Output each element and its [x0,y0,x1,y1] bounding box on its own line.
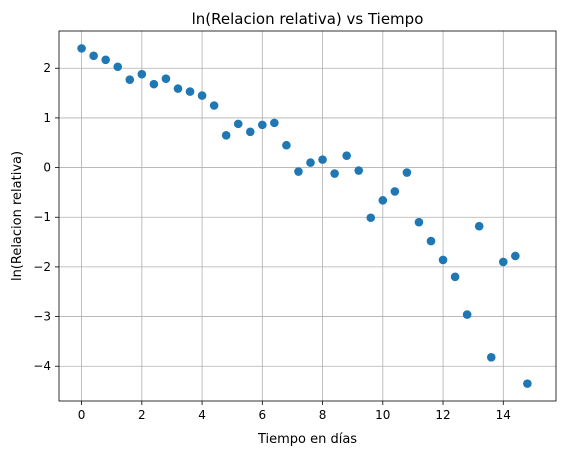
data-point [342,151,351,160]
data-point [101,55,110,65]
y-axis-label: ln(Relacion relativa) [10,151,25,281]
y-tick-label: 1 [43,111,51,125]
y-tick-label: −1 [33,210,51,224]
data-point [197,91,207,100]
x-tick-label: 14 [496,408,511,422]
data-point [438,255,448,265]
x-tick-label: 12 [435,408,450,422]
y-tick-label: −3 [33,310,51,324]
data-point [378,196,388,205]
data-point [330,169,339,178]
data-point [523,379,532,388]
x-tick-label: 6 [258,408,266,422]
plot-area [59,31,556,401]
data-point [209,101,219,110]
data-point [402,168,412,177]
data-point [294,167,303,176]
data-point [125,75,135,84]
data-point [354,166,364,175]
y-tick-label: −4 [33,359,51,373]
x-axis-ticks: 0 2 4 6 8 10 12 14 [78,401,511,422]
data-point [306,158,315,167]
data-point [511,251,520,261]
data-point [426,236,436,246]
y-tick-label: 2 [43,61,51,75]
data-point [414,217,424,227]
data-point [366,213,376,223]
data-point [185,87,195,96]
data-point [245,127,255,137]
data-point [270,118,279,128]
data-point [462,310,472,319]
x-tick-label: 8 [319,408,327,422]
data-point [77,44,86,53]
y-tick-label: −2 [33,260,51,274]
data-point [486,352,496,362]
x-tick-label: 10 [375,408,390,422]
x-tick-label: 0 [78,408,86,422]
data-point [149,79,159,89]
data-point [390,187,400,196]
data-point [318,155,327,164]
data-point [89,51,98,61]
y-axis-ticks: 2 1 0 −1 −2 −3 −4 [33,61,59,373]
data-point [173,84,183,93]
y-tick-label: 0 [43,161,51,175]
data-points [77,44,532,388]
data-point [474,221,484,231]
data-point [221,130,231,140]
data-point [258,120,267,130]
data-point [113,62,123,72]
data-point [137,69,147,79]
data-point [161,74,171,83]
x-tick-label: 2 [138,408,146,422]
plot-frame [58,30,557,402]
x-tick-label: 4 [198,408,206,422]
x-axis-label: Tiempo en días [257,432,357,447]
data-point [498,257,508,267]
chart-title: ln(Relacion relativa) vs Tiempo [192,10,424,28]
data-point [450,272,460,282]
data-point [282,140,291,150]
data-point [233,119,243,129]
